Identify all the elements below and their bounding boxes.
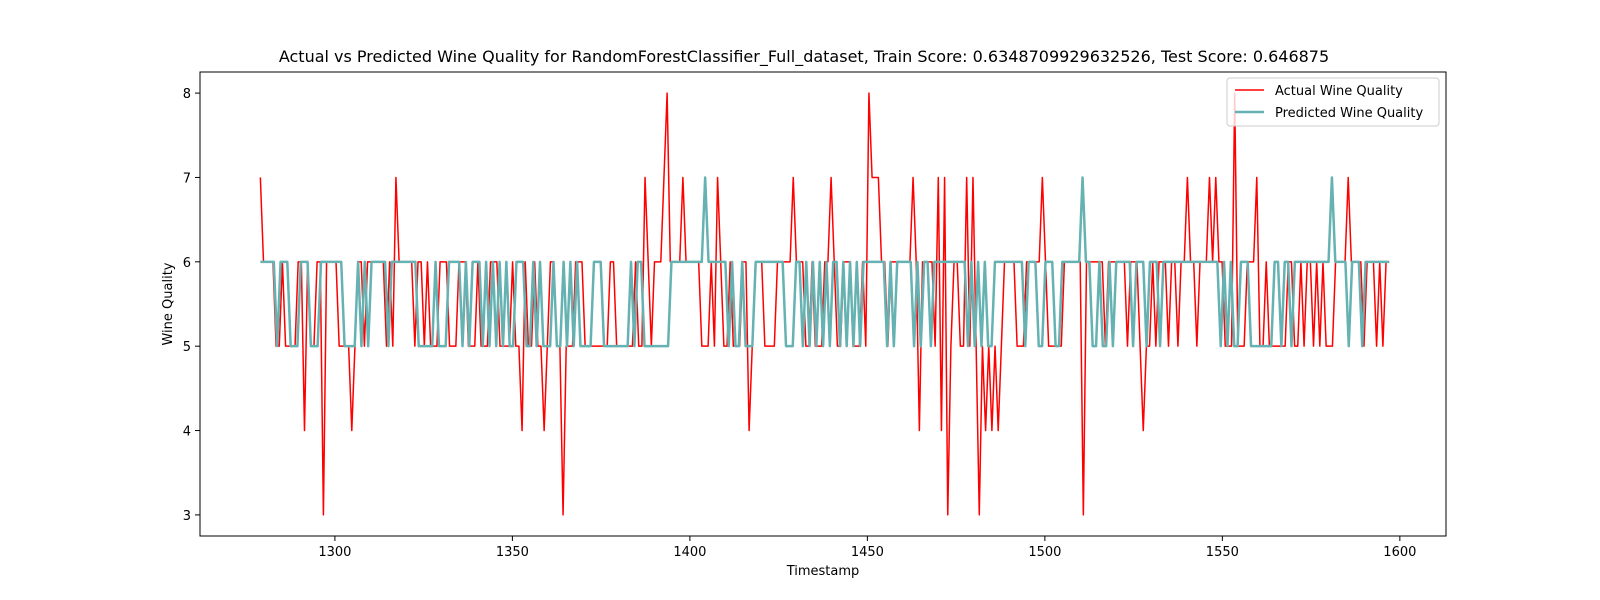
- plot-frame: [199, 71, 1447, 537]
- x-axis-label: Timestamp: [786, 564, 860, 579]
- y-tick-label: 3: [183, 509, 191, 524]
- series-layer: [259, 92, 1390, 516]
- legend-label-predicted: Predicted Wine Quality: [1275, 106, 1423, 121]
- x-tick-label: 1450: [851, 545, 884, 560]
- legend-box: [1226, 77, 1440, 127]
- x-tick-label: 1500: [1028, 545, 1061, 560]
- chart-title: Actual vs Predicted Wine Quality for Ran…: [279, 47, 1329, 67]
- y-tick-label: 6: [183, 256, 191, 271]
- x-tick-label: 1350: [496, 545, 529, 560]
- x-tick-label: 1550: [1206, 545, 1239, 560]
- y-tick-label: 5: [183, 340, 191, 355]
- legend-label-actual: Actual Wine Quality: [1275, 84, 1403, 99]
- legend: Actual Wine Quality Predicted Wine Quali…: [1226, 77, 1440, 127]
- x-tick-label: 1600: [1383, 545, 1416, 560]
- y-tick-label: 7: [183, 171, 191, 186]
- y-axis: 3 4 5 6 7 8: [183, 87, 200, 524]
- x-tick-label: 1300: [318, 545, 351, 560]
- y-tick-label: 8: [183, 87, 191, 102]
- x-axis: 1300 1350 1400 1450 1500 1550 1600: [318, 536, 1416, 560]
- x-tick-label: 1400: [673, 545, 706, 560]
- y-axis-label: Wine Quality: [161, 262, 176, 345]
- y-tick-label: 4: [183, 425, 191, 440]
- predicted-quality-line: [260, 176, 1390, 348]
